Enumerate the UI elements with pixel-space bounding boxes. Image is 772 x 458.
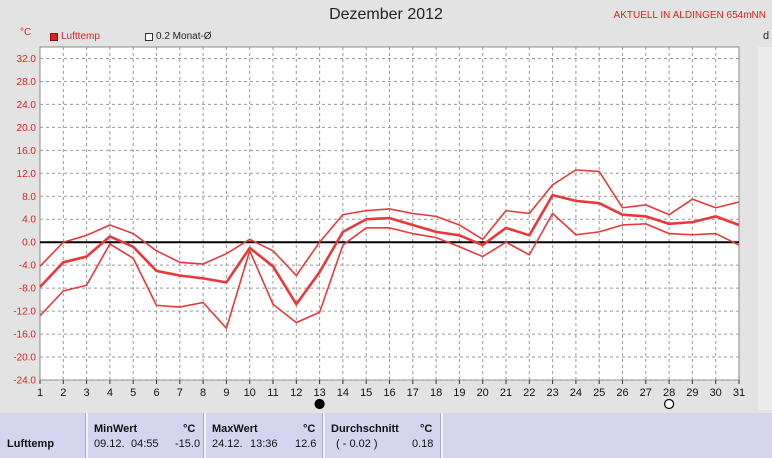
- stats-divider: [203, 413, 206, 458]
- min-unit: °C: [183, 423, 196, 435]
- avg-paren: ( - 0.02 ): [336, 438, 378, 450]
- x-tick-label: 14: [337, 387, 349, 399]
- series-group: [39, 169, 740, 330]
- y-tick-label: -24.0: [13, 376, 36, 387]
- x-tick-label: 10: [244, 387, 256, 399]
- legend-label-monthly-avg: 0.2 Monat-Ø: [156, 31, 212, 42]
- x-tick-label: 11: [267, 387, 278, 399]
- y-tick-label: -20.0: [13, 353, 36, 364]
- chart-title: Dezember 2012: [329, 6, 443, 23]
- x-tick-label: 29: [686, 387, 698, 399]
- y-axis: 32.0 28.0 24.0 20.0 16.0 12.0 8.0 4.0 0.0 -4.0 -8.…: [13, 54, 36, 387]
- y-tick-label: -4.0: [19, 261, 37, 272]
- y-tick-label: -16.0: [13, 330, 36, 341]
- x-tick-label: 20: [477, 387, 489, 399]
- y-tick-label: 20.0: [17, 123, 37, 134]
- new-moon-icon: [314, 398, 325, 410]
- legend-swatch-monthly-avg: [145, 32, 153, 41]
- series-line-min: [39, 212, 740, 330]
- x-tick-label: 8: [200, 387, 206, 399]
- y-unit-label: °C: [20, 27, 32, 38]
- edge-letter: d: [763, 30, 770, 42]
- x-tick-label: 22: [523, 387, 535, 399]
- max-time: 13:36: [250, 438, 278, 450]
- stats-divider: [440, 413, 443, 458]
- stats-row-label: Lufttemp: [7, 438, 55, 450]
- station-label: AKTUELL IN ALDINGEN 654mNN: [613, 10, 766, 21]
- y-tick-label: 12.0: [17, 169, 37, 180]
- x-tick-label: 31: [733, 387, 745, 399]
- moon-phase-markers: [314, 398, 675, 410]
- full-moon-icon: [663, 398, 675, 410]
- x-tick-label: 24: [570, 387, 582, 399]
- x-tick-label: 13: [313, 387, 325, 399]
- x-tick-label: 23: [546, 387, 558, 399]
- y-tick-label: 16.0: [17, 146, 37, 157]
- right-scroll-edge: [758, 47, 772, 410]
- min-value: -15.0: [175, 438, 201, 450]
- min-time: 04:55: [131, 438, 159, 450]
- legend-item-lufttemp: Lufttemp: [50, 31, 100, 42]
- min-date: 09.12.: [94, 438, 125, 450]
- x-tick-label: 12: [290, 387, 302, 399]
- legend-swatch-lufttemp: [50, 32, 58, 41]
- x-tick-label: 25: [593, 387, 605, 399]
- y-tick-label: 28.0: [17, 77, 37, 88]
- x-tick-label: 19: [453, 387, 465, 399]
- min-header: MinWert: [94, 423, 138, 435]
- x-tick-label: 30: [710, 387, 722, 399]
- x-tick-label: 26: [616, 387, 628, 399]
- x-tick-label: 6: [153, 387, 159, 399]
- y-tick-label: 4.0: [22, 215, 36, 226]
- stats-panel: Lufttemp MinWert °C 09.12. 04:55 -15.0 M…: [0, 413, 772, 458]
- series-line-mean: [39, 193, 740, 306]
- avg-unit: °C: [420, 423, 433, 435]
- y-tick-label: 24.0: [17, 100, 37, 111]
- temperature-chart: 32.0 28.0 24.0 20.0 16.0 12.0 8.0 4.0 0.0 -4.0 -8.…: [13, 46, 745, 410]
- stats-divider: [85, 413, 88, 458]
- legend-label-lufttemp: Lufttemp: [61, 31, 100, 42]
- avg-value: 0.18: [412, 438, 434, 450]
- legend-item-monthly-avg: 0.2 Monat-Ø: [145, 31, 212, 42]
- max-header: MaxWert: [212, 423, 258, 435]
- max-unit: °C: [303, 423, 316, 435]
- x-tick-label: 16: [383, 387, 395, 399]
- x-axis: 1 2 3 4 5 6 7 8 9 10 11 12 13 14 15 16 17 18 19 20 21 22 23 24 2…: [37, 380, 745, 399]
- y-tick-label: 8.0: [22, 192, 36, 203]
- max-value: 12.6: [295, 438, 317, 450]
- x-tick-label: 1: [37, 387, 43, 399]
- series-line-max: [39, 169, 740, 277]
- y-tick-label: 32.0: [17, 54, 37, 65]
- x-tick-label: 3: [84, 387, 90, 399]
- x-tick-label: 27: [640, 387, 652, 399]
- y-tick-label: -8.0: [19, 284, 37, 295]
- x-tick-label: 2: [60, 387, 66, 399]
- avg-header: Durchschnitt: [331, 423, 399, 435]
- x-tick-label: 17: [407, 387, 419, 399]
- y-tick-label: -12.0: [13, 307, 36, 318]
- x-tick-label: 18: [430, 387, 442, 399]
- x-tick-label: 21: [500, 387, 512, 399]
- stats-divider: [322, 413, 325, 458]
- y-tick-label: 0.0: [22, 238, 36, 249]
- x-tick-label: 9: [223, 387, 229, 399]
- x-tick-label: 4: [107, 387, 113, 399]
- x-tick-label: 28: [663, 387, 675, 399]
- x-tick-label: 7: [177, 387, 183, 399]
- x-tick-label: 15: [360, 387, 372, 399]
- x-tick-label: 5: [130, 387, 136, 399]
- max-date: 24.12.: [212, 438, 243, 450]
